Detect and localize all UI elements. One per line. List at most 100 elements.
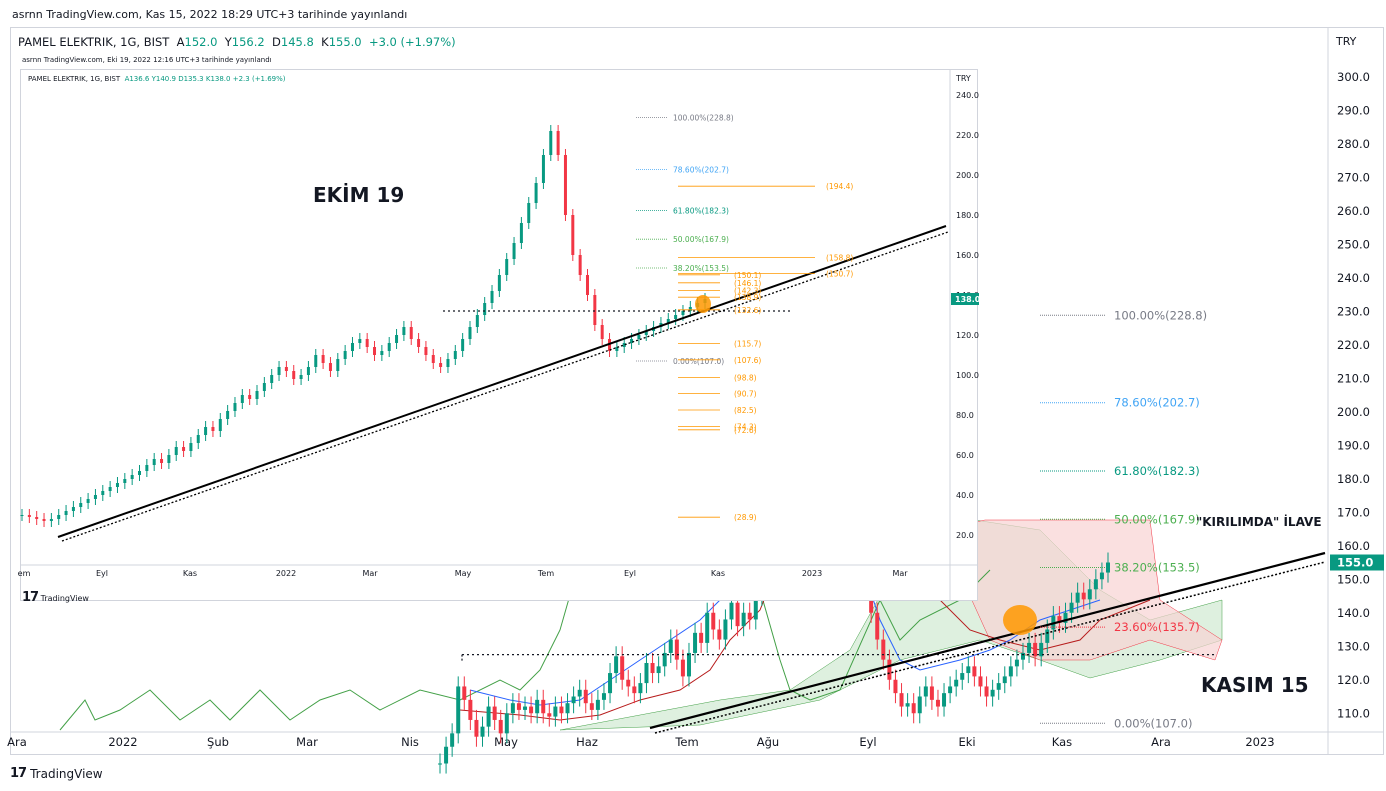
highlight-circle bbox=[1003, 605, 1037, 635]
candle-body bbox=[608, 673, 613, 694]
candle-body bbox=[699, 632, 704, 643]
close-value: 155.0 bbox=[328, 35, 362, 49]
last-price-tag bbox=[1330, 554, 1384, 571]
y-tick-label: 290.0 bbox=[1337, 103, 1370, 117]
candle-body bbox=[1093, 579, 1098, 590]
candle-body bbox=[996, 683, 1001, 690]
last-price-value: 155.0 bbox=[1337, 556, 1373, 570]
y-tick-label: 130.0 bbox=[1337, 639, 1370, 653]
footer-logo-text: TradingView bbox=[30, 766, 103, 781]
candle-body bbox=[1014, 659, 1019, 667]
candle-body bbox=[523, 706, 528, 710]
candle-body bbox=[535, 699, 540, 714]
y-tick-label: 240.0 bbox=[1337, 271, 1370, 285]
candle-body bbox=[680, 659, 685, 677]
y-tick-label: 120.0 bbox=[1337, 673, 1370, 687]
inset-open: A136.6 bbox=[124, 75, 150, 83]
change-value: +3.0 (+1.97%) bbox=[368, 35, 456, 49]
y-tick-label: 220.0 bbox=[1337, 338, 1370, 352]
candle-body bbox=[595, 699, 600, 710]
inset-logo-text: TradingView bbox=[40, 594, 89, 603]
fib-label: 38.20%(153.5) bbox=[1114, 561, 1200, 575]
candle-body bbox=[516, 703, 521, 710]
y-tick-label: 270.0 bbox=[1337, 170, 1370, 184]
candle-body bbox=[474, 719, 479, 737]
inset-close: K138.0 bbox=[205, 75, 231, 83]
y-tick-label: 280.0 bbox=[1337, 137, 1370, 151]
x-tick-label: Eki bbox=[958, 735, 975, 749]
candle-body bbox=[747, 612, 752, 620]
x-tick-label: May bbox=[494, 735, 518, 749]
annotation-ekim: EKİM 19 bbox=[313, 183, 405, 207]
candle-body bbox=[1045, 629, 1050, 643]
low-value: 145.8 bbox=[280, 35, 314, 49]
candle-body bbox=[686, 652, 691, 677]
candle-body bbox=[911, 703, 916, 714]
candle-body bbox=[650, 663, 655, 674]
candle-body bbox=[1075, 592, 1080, 603]
y-tick-label: 230.0 bbox=[1337, 304, 1370, 318]
y-tick-label: 150.0 bbox=[1337, 572, 1370, 586]
y-tick-label: 140.0 bbox=[1337, 606, 1370, 620]
candle-body bbox=[498, 719, 503, 734]
candle-body bbox=[450, 733, 455, 747]
candle-body bbox=[529, 706, 534, 714]
y-tick-label: 200.0 bbox=[1337, 405, 1370, 419]
candle-body bbox=[1039, 642, 1044, 657]
candle-body bbox=[881, 639, 886, 660]
x-tick-label: Nis bbox=[401, 735, 419, 749]
y-tick-label: 110.0 bbox=[1337, 706, 1370, 720]
candle-body bbox=[668, 639, 673, 653]
y-tick-label: 210.0 bbox=[1337, 371, 1370, 385]
inset-chart-frame bbox=[20, 69, 978, 601]
candle-body bbox=[966, 666, 971, 674]
inset-tradingview-logo: 17 TradingView bbox=[22, 590, 89, 605]
candle-body bbox=[917, 696, 922, 714]
candle-body bbox=[462, 686, 467, 700]
candle-body bbox=[1057, 616, 1062, 623]
candle-body bbox=[753, 596, 758, 620]
candle-body bbox=[929, 686, 934, 700]
candle-body bbox=[571, 696, 576, 704]
candle-body bbox=[1008, 666, 1013, 677]
tradingview-logo-icon: 17 bbox=[10, 766, 27, 781]
candle-body bbox=[1087, 589, 1092, 600]
candle-body bbox=[875, 612, 880, 640]
symbol-name[interactable]: PAMEL ELEKTRIK, 1G, BIST bbox=[18, 35, 170, 49]
candle-body bbox=[1002, 676, 1007, 684]
fib-label: 100.00%(228.8) bbox=[1114, 308, 1207, 322]
candle-body bbox=[960, 673, 965, 680]
candle-body bbox=[729, 602, 734, 620]
candle-body bbox=[1081, 592, 1086, 600]
tradingview-logo[interactable]: 17 TradingView bbox=[10, 766, 103, 781]
x-tick-label: Ara bbox=[7, 735, 27, 749]
open-value: 152.0 bbox=[184, 35, 218, 49]
fib-label: 78.60%(202.7) bbox=[1114, 396, 1200, 410]
inset-low: D135.3 bbox=[178, 75, 204, 83]
x-tick-label: Ara bbox=[1151, 735, 1171, 749]
y-tick-label: 160.0 bbox=[1337, 539, 1370, 553]
inset-symbol-legend: PAMEL ELEKTRIK, 1G, BIST A136.6 Y140.9 D… bbox=[28, 75, 286, 83]
candle-body bbox=[492, 706, 497, 720]
candle-body bbox=[1099, 572, 1104, 580]
candle-body bbox=[1069, 602, 1074, 613]
candle-body bbox=[559, 706, 564, 714]
y-tick-label: 300.0 bbox=[1337, 70, 1370, 84]
high-value: 156.2 bbox=[231, 35, 265, 49]
x-tick-label: Haz bbox=[576, 735, 598, 749]
x-tick-label: Kas bbox=[1052, 735, 1072, 749]
candle-body bbox=[923, 686, 928, 697]
publish-info: asrnn TradingView.com, Kas 15, 2022 18:2… bbox=[12, 8, 408, 21]
candle-body bbox=[468, 699, 473, 720]
candle-body bbox=[626, 679, 631, 687]
candle-body bbox=[984, 686, 989, 697]
y-tick-label: 180.0 bbox=[1337, 472, 1370, 486]
candle-body bbox=[504, 713, 509, 734]
x-tick-label: Mar bbox=[296, 735, 318, 749]
x-tick-label: 2022 bbox=[108, 735, 137, 749]
close-label: K bbox=[321, 35, 329, 49]
candle-body bbox=[1027, 642, 1032, 653]
inset-symbol-name: PAMEL ELEKTRIK, 1G, BIST bbox=[28, 75, 121, 83]
candle-body bbox=[705, 612, 710, 643]
candle-body bbox=[1063, 612, 1068, 623]
